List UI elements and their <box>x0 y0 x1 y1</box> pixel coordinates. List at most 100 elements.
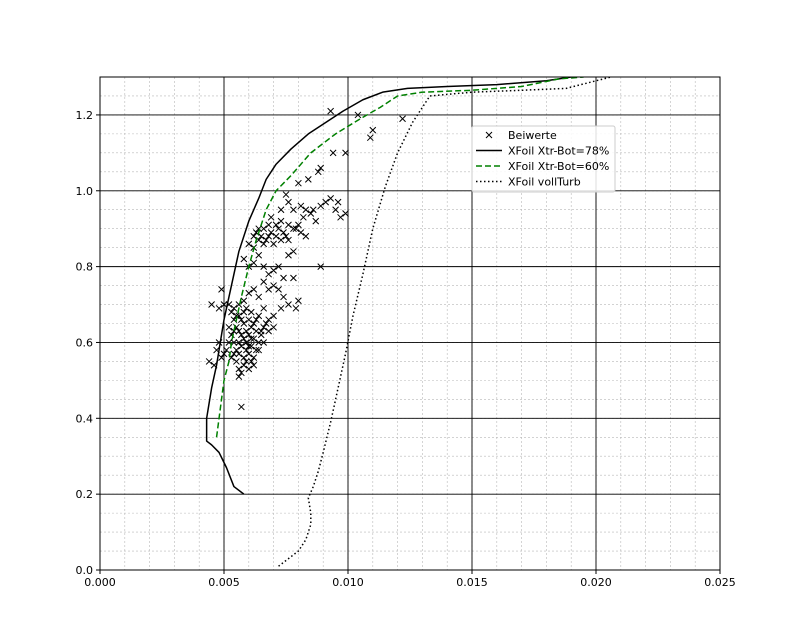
data-point <box>332 206 339 214</box>
data-point <box>240 335 248 343</box>
x-tick-label: 0.025 <box>704 576 736 589</box>
data-point <box>327 107 334 115</box>
data-point <box>285 301 292 308</box>
data-point <box>252 327 260 335</box>
data-point <box>285 221 292 229</box>
data-point <box>230 350 238 358</box>
data-point <box>290 225 297 233</box>
data-point <box>270 312 277 320</box>
data-point <box>342 149 349 157</box>
y-tick-label: 0.6 <box>76 336 94 349</box>
data-point <box>235 327 243 335</box>
data-point <box>215 304 223 312</box>
data-point <box>292 225 300 233</box>
data-point <box>242 304 250 312</box>
y-tick-label: 1.2 <box>76 109 94 122</box>
data-point <box>255 312 263 320</box>
y-axis-ticks: 0.0 0.2 0.4 0.6 0.8 1.0 1.2 <box>76 109 100 577</box>
series-line-xfoil-xtr-bot-78 <box>205 77 572 495</box>
data-point <box>265 270 272 278</box>
data-point <box>245 342 253 350</box>
data-point <box>228 308 235 316</box>
y-tick-label: 1.0 <box>76 185 94 198</box>
x-tick-label: 0.020 <box>580 576 612 589</box>
data-point <box>277 217 285 225</box>
data-point <box>262 320 270 327</box>
data-point <box>242 339 250 346</box>
legend-label: XFoil vollTurb <box>508 176 581 189</box>
data-point <box>300 213 307 221</box>
data-point <box>290 206 297 214</box>
plot-series <box>205 77 612 567</box>
data-point <box>255 346 263 354</box>
data-point <box>220 350 228 358</box>
data-point <box>285 236 292 244</box>
data-point <box>290 248 297 255</box>
data-point <box>366 134 374 142</box>
data-point <box>282 232 290 240</box>
data-point <box>240 255 248 263</box>
data-point <box>240 308 248 316</box>
x-tick-label: 0.015 <box>456 576 488 589</box>
data-point <box>260 263 268 270</box>
data-point <box>240 320 248 327</box>
plot-frame <box>99 76 721 571</box>
data-point <box>302 232 310 240</box>
data-point <box>205 358 213 365</box>
data-point <box>255 293 263 301</box>
data-point <box>257 327 265 335</box>
data-point <box>235 365 243 373</box>
minor-grid <box>100 77 720 570</box>
data-point <box>240 361 248 369</box>
data-point <box>265 327 272 335</box>
data-point <box>233 346 240 354</box>
data-point <box>270 267 277 274</box>
data-point <box>342 210 349 217</box>
data-point <box>399 115 406 123</box>
data-point <box>250 286 258 293</box>
data-point <box>317 164 325 172</box>
x-tick-label: 0.010 <box>332 576 364 589</box>
data-point <box>245 289 253 297</box>
data-point <box>230 304 238 312</box>
data-point <box>334 198 342 206</box>
y-tick-label: 0.0 <box>76 564 94 577</box>
data-point <box>307 210 315 217</box>
data-point <box>282 191 290 198</box>
data-point <box>250 354 258 361</box>
data-point <box>309 206 317 214</box>
data-point <box>255 339 263 346</box>
data-point <box>260 304 268 312</box>
data-point <box>233 358 240 365</box>
data-point <box>295 297 302 305</box>
data-point <box>250 335 258 343</box>
data-point <box>245 316 253 324</box>
data-point <box>233 312 240 320</box>
data-point <box>290 274 297 282</box>
legend-label: XFoil Xtr-Bot=60% <box>508 160 609 173</box>
data-point <box>280 229 287 236</box>
data-point <box>252 316 260 324</box>
data-point <box>267 213 275 221</box>
x-axis-ticks: 0.000 0.005 0.010 0.015 0.020 0.025 <box>84 570 736 589</box>
data-point <box>270 323 277 331</box>
data-point <box>257 232 265 240</box>
data-point <box>245 240 253 248</box>
data-point <box>314 168 322 176</box>
data-point <box>240 354 248 361</box>
legend-label: Beiwerte <box>508 129 557 142</box>
data-point <box>285 198 292 206</box>
data-point <box>247 358 255 365</box>
data-point <box>295 221 302 229</box>
data-point <box>220 301 228 308</box>
data-point <box>245 350 253 358</box>
data-point <box>235 350 243 358</box>
data-point <box>223 346 230 354</box>
data-point <box>242 346 250 354</box>
data-point <box>247 308 255 316</box>
data-point <box>317 202 325 210</box>
data-point <box>235 339 243 346</box>
data-point <box>275 225 282 233</box>
data-point <box>250 361 258 369</box>
